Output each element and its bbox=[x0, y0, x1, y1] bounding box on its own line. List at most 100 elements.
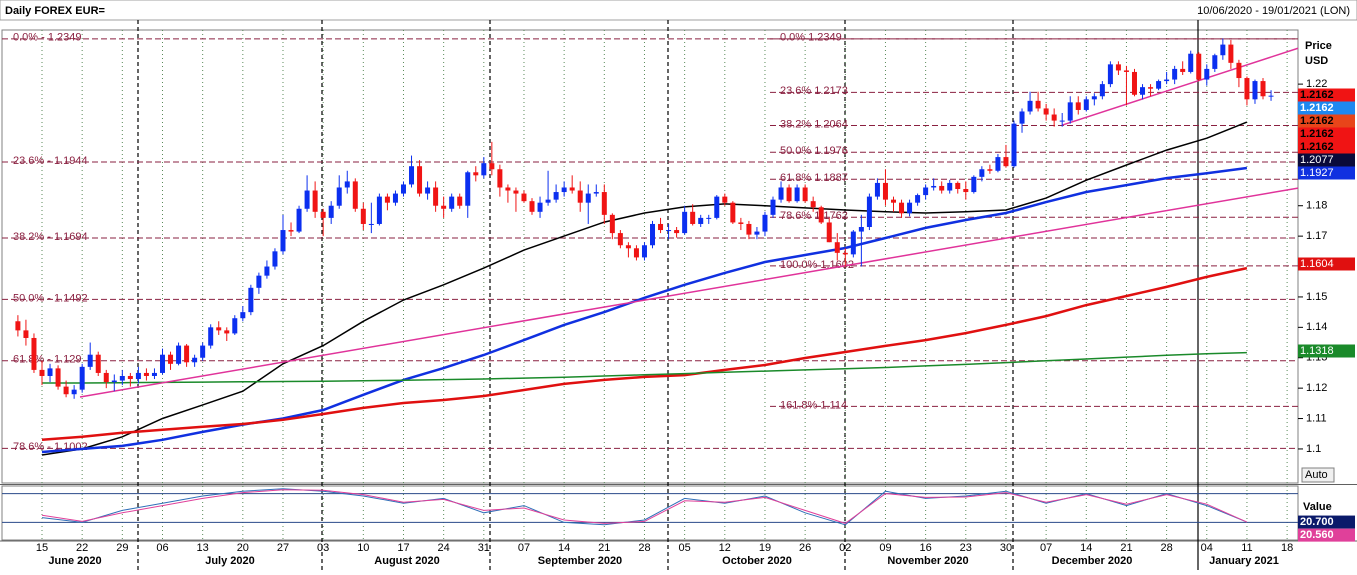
candle-body bbox=[47, 368, 53, 376]
candle-body bbox=[409, 166, 415, 185]
x-tick-label: 28 bbox=[638, 542, 650, 554]
candle-body bbox=[159, 354, 165, 373]
candle-body bbox=[1180, 68, 1186, 72]
candle-body bbox=[497, 169, 503, 188]
x-tick-label: 19 bbox=[759, 542, 771, 554]
candle-body bbox=[143, 372, 149, 376]
price-box-label: 1.2162 bbox=[1300, 102, 1334, 114]
candle-body bbox=[1027, 100, 1033, 112]
candle-body bbox=[1115, 64, 1121, 71]
candle-body bbox=[1140, 87, 1146, 95]
candle-body bbox=[577, 190, 583, 203]
candle-body bbox=[754, 231, 760, 235]
candle-body bbox=[682, 211, 688, 234]
candle-body bbox=[770, 199, 776, 215]
series-box bbox=[1298, 166, 1355, 180]
candle-body bbox=[465, 172, 471, 206]
candle-body bbox=[328, 205, 334, 218]
candle-body bbox=[1083, 99, 1089, 110]
candle-body bbox=[296, 208, 302, 232]
x-tick-label: 24 bbox=[438, 542, 450, 554]
candle-body bbox=[858, 227, 864, 232]
candle-body bbox=[923, 187, 929, 196]
candle-body bbox=[746, 223, 752, 235]
candle-body bbox=[168, 354, 174, 364]
candle-body bbox=[457, 196, 463, 206]
candle-body bbox=[601, 192, 607, 215]
candle-body bbox=[360, 208, 366, 224]
x-tick-label: 14 bbox=[558, 542, 570, 554]
candle-body bbox=[1035, 100, 1041, 109]
candle-body bbox=[1268, 95, 1274, 97]
fib-label: 0.0% 1.2349 bbox=[780, 32, 842, 44]
candle-body bbox=[658, 223, 664, 231]
candle-body bbox=[907, 202, 913, 214]
candle-body bbox=[119, 375, 125, 381]
candle-body bbox=[103, 372, 109, 383]
value-box-label: 20.560 bbox=[1300, 529, 1334, 541]
month-label: August 2020 bbox=[374, 555, 439, 567]
auto-button-label[interactable]: Auto bbox=[1305, 469, 1328, 481]
fib-label: 61.8% - 1.129 bbox=[13, 354, 82, 366]
x-tick-label: 23 bbox=[960, 542, 972, 554]
candle-body bbox=[39, 369, 45, 376]
series-box-label: 1.2077 bbox=[1300, 154, 1334, 166]
candle-body bbox=[1131, 71, 1137, 95]
candle-body bbox=[15, 321, 21, 331]
candle-body bbox=[489, 163, 495, 170]
price-box-label: 1.2162 bbox=[1300, 115, 1334, 127]
x-tick-label: 22 bbox=[76, 542, 88, 554]
candle-body bbox=[1236, 62, 1242, 79]
auto-button[interactable] bbox=[1301, 467, 1335, 483]
candle-body bbox=[151, 372, 157, 376]
x-tick-label: 17 bbox=[397, 542, 409, 554]
candle-body bbox=[368, 223, 374, 225]
candle-body bbox=[625, 245, 631, 249]
y-tick-label: 1.22 bbox=[1306, 78, 1327, 90]
candle-body bbox=[810, 201, 816, 208]
x-tick-label: 02 bbox=[839, 542, 851, 554]
candle-body bbox=[352, 181, 358, 209]
y-tick-label: 1.14 bbox=[1306, 321, 1327, 333]
candle-body bbox=[1123, 70, 1129, 72]
candle-body bbox=[617, 233, 623, 246]
y-axis-unit: USD bbox=[1305, 55, 1328, 67]
x-tick-label: 07 bbox=[1040, 542, 1052, 554]
series-box-label: 1.1604 bbox=[1300, 258, 1334, 270]
x-tick-label: 30 bbox=[1000, 542, 1012, 554]
candle-body bbox=[1252, 81, 1258, 100]
candle-body bbox=[280, 230, 286, 252]
candle-body bbox=[87, 354, 93, 367]
candle-body bbox=[135, 372, 141, 380]
candle-body bbox=[818, 207, 824, 223]
candle-body bbox=[1164, 79, 1170, 82]
candle-body bbox=[1204, 68, 1210, 80]
candle-body bbox=[971, 176, 977, 193]
candle-body bbox=[915, 195, 921, 203]
x-tick-label: 12 bbox=[719, 542, 731, 554]
series-line bbox=[41, 488, 1248, 526]
x-tick-label: 20 bbox=[237, 542, 249, 554]
x-tick-label: 16 bbox=[920, 542, 932, 554]
x-tick-label: 14 bbox=[1080, 542, 1092, 554]
candle-body bbox=[1075, 102, 1081, 110]
x-tick-label: 11 bbox=[1241, 542, 1252, 554]
candle-body bbox=[95, 354, 101, 373]
fib-label: 50.0% - 1.1492 bbox=[13, 292, 88, 304]
candle-body bbox=[400, 184, 406, 194]
candle-body bbox=[842, 252, 848, 255]
candle-body bbox=[384, 196, 390, 203]
candle-body bbox=[441, 205, 447, 209]
candle-body bbox=[593, 192, 599, 194]
candle-body bbox=[826, 222, 832, 243]
candle-body bbox=[71, 389, 77, 395]
candle-body bbox=[1099, 84, 1105, 97]
candle-body bbox=[505, 187, 511, 191]
candle-body bbox=[1172, 68, 1178, 80]
y-tick-label: 1.15 bbox=[1306, 291, 1327, 303]
candle-body bbox=[1019, 111, 1025, 124]
price-box-label: 1.2162 bbox=[1300, 128, 1334, 140]
y-tick-label: 1.17 bbox=[1306, 230, 1327, 242]
candle-body bbox=[690, 211, 696, 224]
